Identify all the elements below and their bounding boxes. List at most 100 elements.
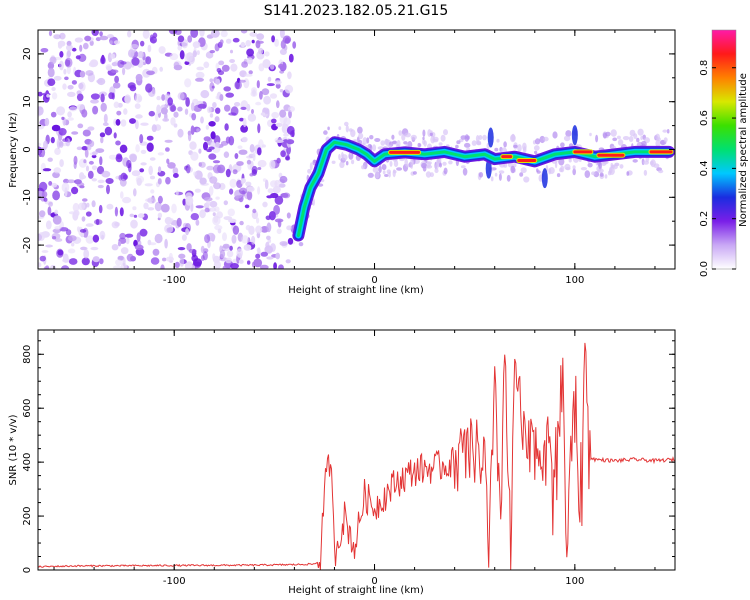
noise-blob — [85, 70, 94, 76]
haze-blob — [636, 137, 640, 143]
noise-blob — [143, 202, 149, 210]
noise-blob — [229, 59, 236, 63]
noise-blob — [239, 220, 244, 226]
noise-blob — [267, 188, 274, 194]
noise-blob — [287, 237, 294, 245]
noise-blob — [241, 136, 248, 143]
noise-blob — [262, 59, 271, 69]
noise-blob — [161, 94, 166, 101]
noise-blob — [262, 144, 266, 148]
noise-blob — [276, 228, 282, 235]
noise-blob — [113, 132, 117, 139]
noise-blob — [86, 144, 92, 151]
noise-blob — [85, 223, 94, 227]
noise-blob — [103, 113, 108, 124]
noise-blob — [271, 118, 277, 124]
haze-blob — [612, 137, 618, 142]
noise-blob — [120, 191, 124, 199]
noise-blob — [59, 159, 64, 168]
haze-blob — [323, 130, 328, 135]
noise-blob — [256, 217, 260, 224]
haze-blob — [387, 144, 392, 148]
noise-blob — [209, 113, 214, 118]
snr-plot-area — [38, 342, 675, 570]
noise-blob — [255, 40, 261, 49]
noise-blob — [272, 185, 281, 194]
noise-blob — [190, 125, 195, 135]
haze-blob — [658, 169, 664, 174]
noise-blob — [251, 87, 257, 94]
noise-blob — [148, 165, 153, 176]
noise-blob — [255, 101, 262, 106]
spectrogram-ytick-label: -10 — [22, 189, 33, 205]
noise-blob — [222, 243, 230, 249]
noise-blob — [145, 56, 152, 65]
noise-blob — [188, 248, 197, 254]
noise-blob — [257, 186, 261, 195]
noise-blob — [177, 247, 186, 251]
noise-blob — [85, 211, 92, 217]
noise-blob — [193, 258, 202, 267]
noise-blob — [118, 174, 123, 181]
noise-blob — [247, 113, 257, 122]
haze-blob — [341, 151, 344, 159]
noise-blob — [54, 209, 59, 215]
noise-blob — [48, 201, 53, 207]
noise-blob — [46, 94, 50, 98]
haze-blob — [572, 168, 576, 176]
noise-blob — [38, 106, 44, 116]
noise-blob — [174, 261, 180, 268]
noise-blob — [154, 201, 162, 212]
noise-blob — [170, 117, 176, 126]
noise-blob — [146, 142, 154, 152]
haze-blob — [617, 139, 624, 146]
haze-blob — [460, 165, 466, 169]
noise-blob — [187, 35, 193, 43]
noise-blob — [221, 64, 230, 72]
noise-blob — [248, 225, 255, 235]
noise-blob — [215, 141, 220, 148]
noise-blob — [106, 65, 113, 71]
noise-blob — [59, 140, 64, 148]
haze-blob — [434, 168, 439, 174]
noise-blob — [149, 175, 156, 180]
haze-blob — [548, 168, 552, 175]
noise-blob — [47, 157, 53, 162]
noise-blob — [171, 203, 177, 214]
noise-blob — [176, 217, 182, 227]
haze-blob — [589, 132, 592, 137]
noise-blob — [274, 38, 279, 47]
noise-blob — [73, 210, 80, 217]
noise-blob — [54, 225, 62, 230]
noise-blob — [51, 182, 58, 188]
noise-blob — [115, 259, 123, 266]
noise-blob — [132, 206, 137, 211]
noise-blob — [111, 244, 119, 251]
noise-blob — [159, 66, 163, 72]
noise-blob — [279, 175, 288, 184]
noise-blob — [64, 76, 69, 81]
colorbar-tick-label: 0.4 — [699, 160, 710, 176]
haze-blob — [628, 136, 634, 142]
noise-blob — [255, 253, 261, 259]
spectrogram-ytick-label: 0 — [22, 146, 33, 152]
noise-blob — [287, 71, 292, 80]
spectrogram-xtick-label: 100 — [565, 275, 584, 286]
noise-blob — [162, 118, 170, 122]
haze-blob — [656, 137, 661, 142]
noise-blob — [100, 136, 104, 144]
noise-blob — [90, 246, 99, 251]
snr-xtick-label: 0 — [371, 576, 377, 587]
noise-blob — [240, 106, 247, 110]
noise-blob — [225, 92, 234, 98]
haze-blob — [358, 132, 364, 140]
noise-blob — [62, 253, 69, 263]
noise-blob — [172, 167, 179, 175]
noise-blob — [66, 50, 72, 58]
noise-blob — [225, 168, 231, 178]
noise-blob — [234, 80, 242, 90]
noise-blob — [203, 197, 213, 202]
haze-blob — [396, 167, 403, 171]
noise-blob — [290, 130, 295, 137]
noise-blob — [207, 106, 212, 114]
